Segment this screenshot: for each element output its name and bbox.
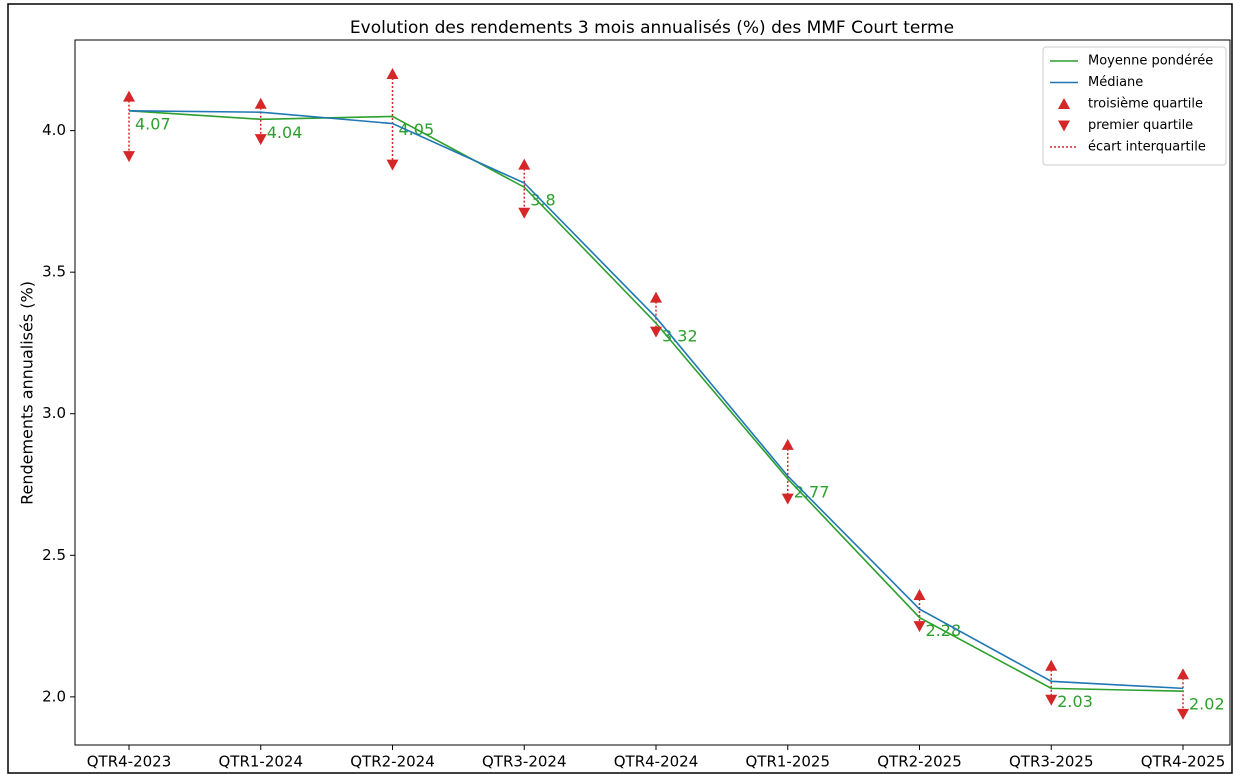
legend-label: Médiane: [1088, 75, 1143, 90]
x-tick-label: QTR4-2023: [87, 753, 172, 771]
data-label: 4.07: [135, 114, 171, 133]
x-tick-label: QTR2-2024: [350, 753, 435, 771]
quartile-marker: [781, 438, 794, 450]
quartile-marker: [1177, 668, 1189, 680]
legend-box: [1042, 46, 1227, 166]
legend-label: troisième quartile: [1088, 97, 1203, 112]
quartile-marker: [123, 90, 135, 102]
data-label: 4.04: [267, 123, 303, 142]
chart-title: Evolution des rendements 3 mois annualis…: [350, 18, 954, 38]
quartile-marker: [650, 291, 662, 303]
legend-label: Moyenne pondérée: [1088, 54, 1213, 69]
quartile-marker: [1045, 659, 1058, 671]
quartile-marker: [254, 134, 267, 146]
x-tick-label: QTR2-2025: [877, 753, 962, 771]
series-line: [128, 109, 1184, 693]
x-tick-label: QTR1-2025: [745, 753, 830, 771]
quartile-marker: [386, 159, 399, 171]
y-tick-label: 2.0: [42, 687, 66, 705]
legend-marker: [1058, 120, 1070, 132]
y-tick-label: 3.5: [42, 263, 66, 281]
legend-label: premier quartile: [1088, 118, 1193, 133]
quartile-marker: [518, 207, 531, 219]
quartile-marker: [254, 97, 267, 109]
series-line: [128, 109, 1184, 690]
x-tick-label: QTR3-2025: [1009, 753, 1094, 771]
quartile-marker: [650, 326, 662, 338]
quartile-marker: [781, 493, 794, 505]
x-tick-label: QTR4-2025: [1141, 753, 1226, 771]
figure-border: [7, 3, 1233, 774]
quartile-marker: [123, 151, 135, 163]
x-tick-label: QTR3-2024: [482, 753, 567, 771]
data-label: 4.05: [399, 120, 435, 139]
y-tick-label: 2.5: [42, 546, 66, 564]
y-axis-label: Rendements annualisés (%): [18, 281, 37, 505]
quartile-marker: [913, 588, 926, 600]
data-label: 2.77: [794, 482, 830, 501]
data-label: 2.02: [1189, 695, 1225, 714]
quartile-marker: [386, 67, 399, 79]
legend-label: écart interquartile: [1088, 140, 1206, 155]
quartile-marker: [1177, 708, 1189, 720]
legend-marker: [1058, 98, 1070, 109]
quartile-marker: [1045, 694, 1058, 706]
data-label: 3.32: [662, 327, 698, 346]
plot-frame: [74, 39, 1231, 746]
y-tick-label: 4.0: [42, 121, 66, 139]
y-tick-label: 3.0: [42, 404, 66, 422]
data-label: 2.03: [1057, 692, 1093, 711]
x-tick-label: QTR1-2024: [218, 753, 303, 771]
quartile-marker: [518, 158, 531, 170]
data-label: 2.28: [926, 621, 962, 640]
quartile-marker: [913, 621, 926, 633]
x-tick-label: QTR4-2024: [614, 753, 699, 771]
